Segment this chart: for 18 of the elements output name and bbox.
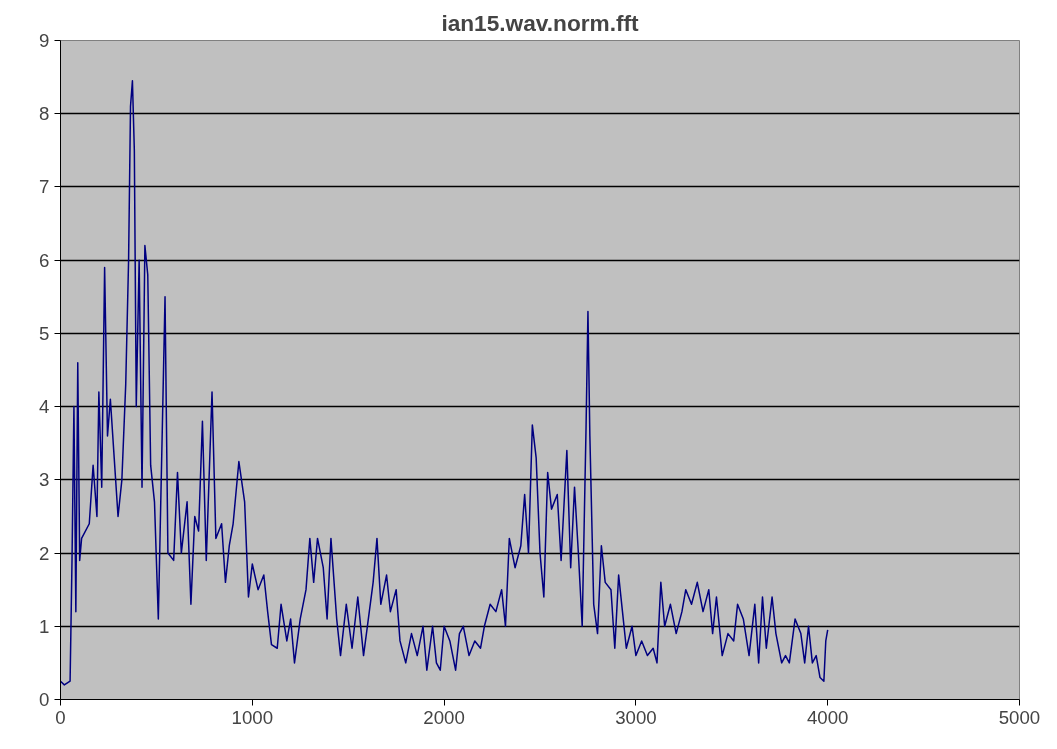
x-tick-label: 2000 [423, 706, 465, 728]
y-tick-label: 1 [39, 615, 50, 637]
y-tick-label: 6 [39, 249, 50, 271]
y-tick-label: 2 [39, 542, 50, 564]
x-tick-label: 4000 [806, 706, 849, 728]
x-tick-label: 0 [55, 706, 66, 728]
line-series [60, 80, 829, 686]
x-tick-label: 5000 [998, 706, 1041, 728]
y-tick-label: 7 [39, 176, 50, 198]
y-tick-label: 3 [39, 469, 50, 491]
y-tick-label: 4 [39, 396, 50, 418]
y-tick-label: 5 [39, 322, 50, 344]
y-tick-label: 8 [39, 103, 50, 125]
x-tick-label: 3000 [615, 706, 657, 728]
x-tick-label: 1000 [231, 706, 274, 728]
y-tick-label: 9 [39, 30, 50, 51]
y-tick-label: 0 [39, 689, 50, 710]
chart-title: ian15.wav.norm.fft [441, 9, 640, 36]
